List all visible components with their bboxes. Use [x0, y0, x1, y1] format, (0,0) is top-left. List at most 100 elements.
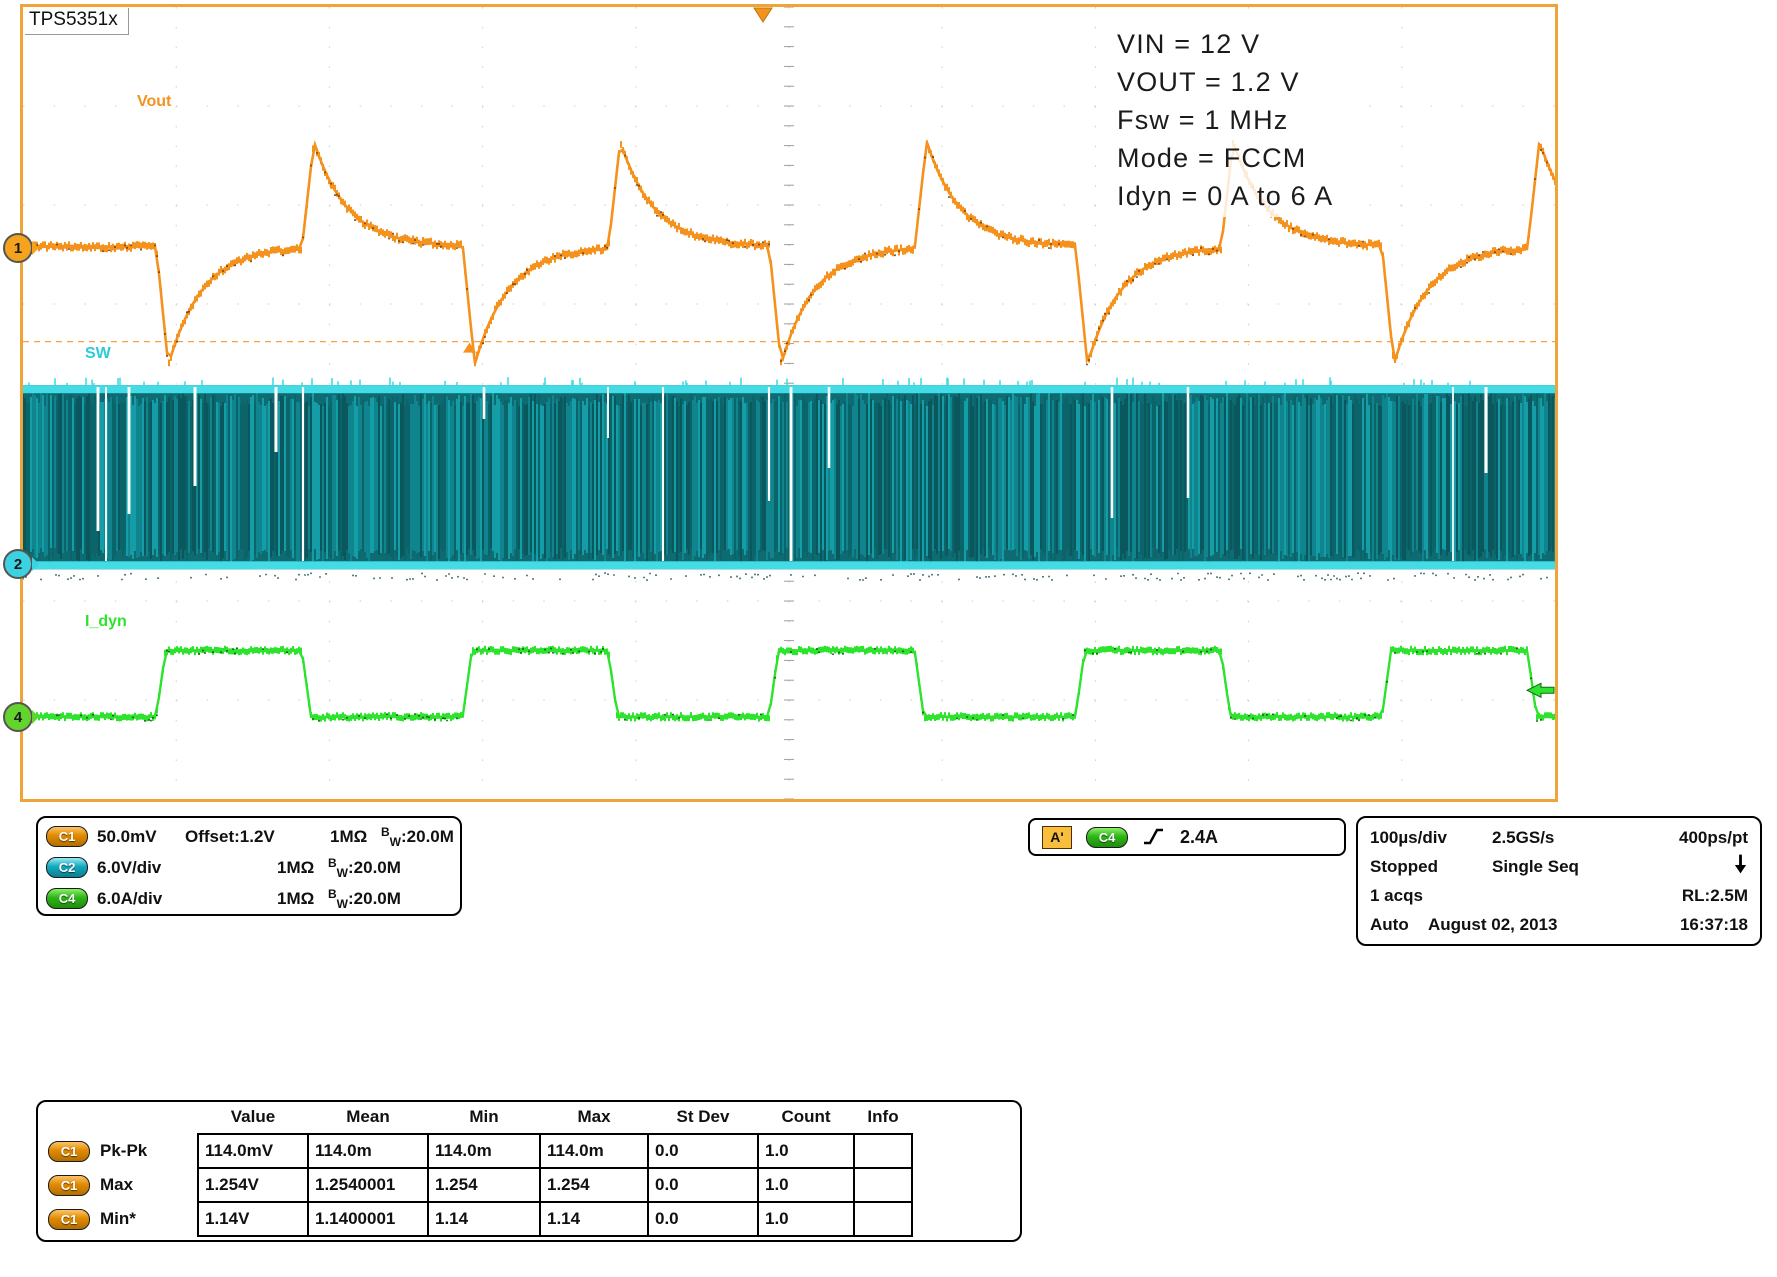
- trigger-channel-badge: C4: [1086, 826, 1128, 848]
- cell-min: 1.254: [427, 1167, 541, 1203]
- cell-info: [853, 1201, 913, 1237]
- c2-impedance: 1MΩ: [277, 857, 315, 877]
- record-length: RL:2.5M: [1681, 885, 1748, 905]
- acquisition-state-row: Stopped Single Seq: [1370, 852, 1748, 881]
- cell-stdev: 0.0: [647, 1133, 759, 1169]
- c2-scale: 6.0V/div: [97, 857, 162, 877]
- col-header: Info: [867, 1107, 899, 1126]
- c1-offset: Offset:1.2V: [185, 826, 275, 846]
- cell-stdev: 0.0: [647, 1201, 759, 1237]
- annotation-line: VIN = 12 V: [1117, 29, 1261, 59]
- arrow-down-icon: [1733, 853, 1748, 880]
- c1-badge: C1: [46, 826, 88, 847]
- c1-impedance: 1MΩ: [330, 826, 368, 846]
- cell-value: 1.14V: [197, 1201, 309, 1237]
- c1-scale: 50.0mV: [97, 826, 157, 846]
- cell-count: 1.0: [757, 1201, 855, 1237]
- date: August 02, 2013: [1428, 914, 1558, 934]
- c2-settings-row: C2 6.0V/div 1MΩ BW:20.0M: [38, 852, 460, 883]
- measurement-row: C1 Pk-Pk 114.0mV 114.0m 114.0m 114.0m 0.0…: [38, 1133, 913, 1169]
- c4-scale: 6.0A/div: [97, 888, 163, 908]
- measurement-row: C1 Min* 1.14V 1.1400001 1.14 1.14 0.0 1.0: [38, 1201, 913, 1237]
- trigger-source-badge: A': [1042, 825, 1072, 849]
- test-conditions: VIN = 12 V VOUT = 1.2 V Fsw = 1 MHz Mode…: [1109, 23, 1342, 217]
- row-channel: C1: [60, 1177, 78, 1193]
- c1-bandwidth: BW:20.0M: [381, 825, 454, 849]
- cell-value: 1.254V: [197, 1167, 309, 1203]
- cell-value: 114.0mV: [197, 1133, 309, 1169]
- bw-w: W: [389, 834, 401, 849]
- timebase-scale: 100µs/div: [1370, 827, 1447, 847]
- bw-b: B: [328, 886, 337, 901]
- cell-info: [853, 1167, 913, 1203]
- trace-label-idyn: I_dyn: [85, 613, 127, 630]
- channel-4-number: 4: [13, 708, 23, 726]
- row-channel: C1: [60, 1143, 78, 1159]
- c4-impedance: 1MΩ: [277, 888, 315, 908]
- horizontal-acquisition-box: 100µs/div 2.5GS/s 400ps/pt Stopped Singl…: [1356, 816, 1762, 946]
- acquisitions-row: 1 acqs RL:2.5M: [1370, 881, 1748, 910]
- cell-mean: 1.1400001: [307, 1201, 429, 1237]
- timebase-row: 100µs/div 2.5GS/s 400ps/pt: [1370, 823, 1748, 852]
- cell-max: 114.0m: [539, 1133, 649, 1169]
- cell-max: 1.254: [539, 1167, 649, 1203]
- c4-bandwidth: BW:20.0M: [328, 887, 401, 911]
- c1-badge: C1: [48, 1140, 90, 1162]
- col-header: Count: [781, 1107, 831, 1126]
- cell-info: [853, 1133, 913, 1169]
- annotation-line: Mode = FCCM: [1117, 143, 1307, 173]
- channel-1-marker: 1: [3, 233, 39, 263]
- channel-4-marker: 4: [3, 702, 39, 732]
- annotation-line: Fsw = 1 MHz: [1117, 105, 1289, 135]
- channel-2-number: 2: [13, 555, 23, 573]
- col-header: St Dev: [676, 1107, 730, 1126]
- annotation-line: VOUT = 1.2 V: [1117, 67, 1300, 97]
- cell-count: 1.0: [757, 1167, 855, 1203]
- bw-b: B: [328, 855, 337, 870]
- c2-bandwidth: BW:20.0M: [328, 856, 401, 880]
- c2-badge-label: C2: [58, 860, 76, 875]
- acq-count: 1 acqs: [1370, 885, 1423, 905]
- measurement-grid: Value Mean Min Max St Dev Count Info C1 P…: [38, 1105, 913, 1237]
- trace-label-vout: Vout: [137, 93, 172, 110]
- waveform-display: TPS5351x Vout SW I_dyn VIN = 12 V VOUT =…: [20, 4, 1558, 802]
- sequence-mode: Single Seq: [1492, 856, 1579, 876]
- c4-settings-row: C4 6.0A/div 1MΩ BW:20.0M: [38, 883, 460, 914]
- device-label: TPS5351x: [25, 8, 129, 35]
- bw-value: :20.0M: [348, 857, 401, 877]
- measurement-name: Pk-Pk: [100, 1141, 148, 1160]
- measurement-header-row: Value Mean Min Max St Dev Count Info: [38, 1105, 912, 1134]
- measurement-row: C1 Max 1.254V 1.2540001 1.254 1.254 0.0 1…: [38, 1167, 913, 1203]
- datetime-row: Auto August 02, 2013 16:37:18: [1370, 910, 1748, 939]
- c1-badge: C1: [48, 1208, 90, 1230]
- channel-settings-box: C1 50.0mV Offset:1.2V 1MΩ BW:20.0M C2 6.…: [36, 816, 462, 916]
- trigger-mode: Auto: [1370, 914, 1409, 934]
- channel-2-marker: 2: [3, 549, 39, 579]
- trigger-channel-label: C4: [1098, 829, 1116, 845]
- bw-w: W: [336, 865, 348, 880]
- cell-mean: 114.0m: [307, 1133, 429, 1169]
- col-header: Value: [230, 1107, 276, 1126]
- cell-stdev: 0.0: [647, 1167, 759, 1203]
- c1-settings-row: C1 50.0mV Offset:1.2V 1MΩ BW:20.0M: [38, 821, 460, 852]
- trace-label-sw: SW: [85, 345, 111, 362]
- row-channel: C1: [60, 1211, 78, 1227]
- cell-min: 114.0m: [427, 1133, 541, 1169]
- col-header: Mean: [346, 1107, 390, 1126]
- cell-mean: 1.2540001: [307, 1167, 429, 1203]
- c1-badge-label: C1: [58, 829, 76, 844]
- cell-min: 1.14: [427, 1201, 541, 1237]
- col-header: Max: [577, 1107, 611, 1126]
- sample-rate: 2.5GS/s: [1492, 827, 1555, 847]
- resolution: 400ps/pt: [1679, 827, 1748, 847]
- time: 16:37:18: [1679, 914, 1748, 934]
- cell-max: 1.14: [539, 1201, 649, 1237]
- waveform-canvas: [23, 7, 1555, 799]
- c4-badge: C4: [46, 888, 88, 909]
- c4-badge-label: C4: [58, 891, 76, 906]
- measurement-name: Max: [100, 1175, 134, 1194]
- bw-w: W: [336, 896, 348, 911]
- measurement-name: Min*: [100, 1209, 136, 1228]
- c2-badge: C2: [46, 857, 88, 878]
